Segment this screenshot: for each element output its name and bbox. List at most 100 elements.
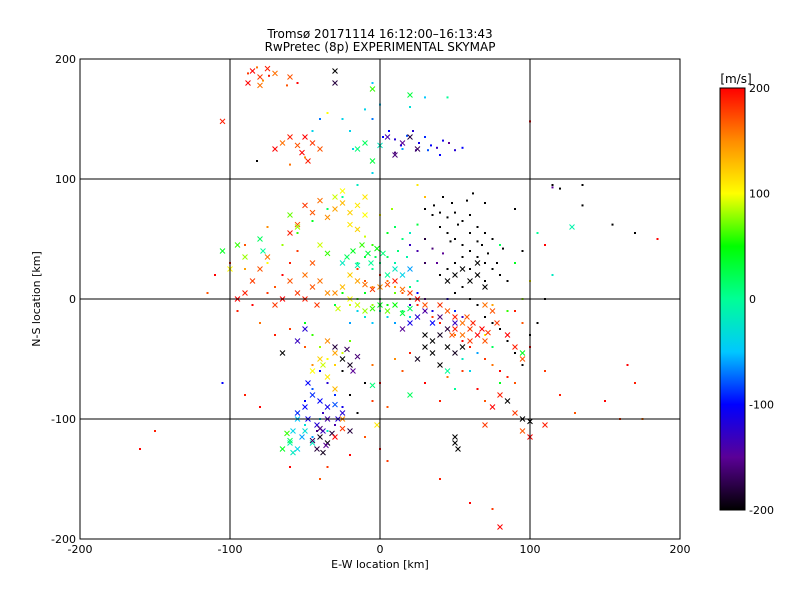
data-point-x <box>290 449 296 456</box>
data-point-dot <box>469 250 471 252</box>
data-point-dot <box>382 136 384 138</box>
data-point-dot <box>454 292 456 294</box>
data-point-x <box>314 446 320 452</box>
data-point-dot <box>394 226 396 228</box>
data-point-x <box>437 314 443 320</box>
plot-grid <box>80 59 680 539</box>
data-point-x <box>302 202 308 209</box>
data-point-dot <box>371 322 374 324</box>
data-point-x <box>317 278 323 284</box>
y-tick-label: 0 <box>69 293 76 306</box>
data-point-x <box>399 326 406 332</box>
data-point-dot <box>484 202 486 204</box>
data-point-dot <box>394 286 396 288</box>
data-point-dot <box>574 412 576 414</box>
data-point-dot <box>374 256 377 258</box>
data-point-dot <box>499 370 501 372</box>
data-point-dot <box>454 238 456 240</box>
data-point-dot <box>274 286 276 288</box>
data-point-x <box>309 368 316 374</box>
data-point-x <box>287 212 293 218</box>
colorbar <box>719 87 746 511</box>
data-point-x <box>332 401 338 408</box>
data-point-x <box>317 146 323 152</box>
data-point-dot <box>424 262 426 264</box>
data-point-dot <box>409 352 411 354</box>
data-point-dot <box>446 232 449 234</box>
data-point-dot <box>418 142 420 144</box>
data-point-dot <box>469 502 471 504</box>
data-point-x <box>459 344 466 350</box>
data-point-dot <box>469 346 471 348</box>
data-point-dot <box>514 262 516 264</box>
data-point-x <box>542 422 548 428</box>
data-point-dot <box>559 394 561 396</box>
data-point-x <box>324 250 331 257</box>
x-tick-label: 0 <box>377 543 384 556</box>
data-point-dot <box>319 478 321 480</box>
data-point-dot <box>244 244 246 246</box>
data-point-x <box>467 338 473 344</box>
data-point-dot <box>454 310 456 312</box>
data-point-x <box>249 278 256 284</box>
data-point-dot <box>487 252 489 255</box>
data-point-x <box>362 140 368 146</box>
data-point-x <box>347 428 353 434</box>
data-point-x <box>399 140 406 146</box>
data-point-x <box>474 260 481 266</box>
data-point-dot <box>341 118 344 120</box>
data-point-dot <box>394 262 396 264</box>
data-point-x <box>294 221 301 228</box>
data-point-dot <box>401 238 404 240</box>
y-axis-ticks: -200 -100 0 100 200 <box>51 53 76 546</box>
data-point-x <box>392 266 398 272</box>
data-point-x <box>324 404 331 410</box>
data-point-x <box>467 278 473 284</box>
data-point-x <box>339 356 346 362</box>
scatter-markers <box>139 65 659 530</box>
data-point-dot <box>461 244 464 246</box>
data-point-dot <box>296 82 299 84</box>
data-point-x <box>287 278 293 284</box>
data-point-dot <box>356 412 359 414</box>
data-point-x <box>452 314 458 320</box>
data-point-dot <box>281 244 284 246</box>
data-point-dot <box>481 244 483 246</box>
data-point-dot <box>604 400 606 402</box>
x-axis-label: E-W location [km] <box>331 558 429 571</box>
data-point-dot <box>341 196 344 198</box>
data-point-x <box>332 350 338 356</box>
data-point-x <box>245 80 251 86</box>
data-point-x <box>407 392 413 398</box>
data-point-dot <box>454 388 456 390</box>
data-point-x <box>369 158 376 164</box>
data-point-x <box>519 350 526 356</box>
data-point-x <box>347 209 353 216</box>
data-point-x <box>317 356 323 362</box>
data-point-x <box>219 118 226 125</box>
data-point-dot <box>469 370 471 372</box>
data-point-dot <box>386 232 389 234</box>
data-point-dot <box>311 364 314 366</box>
data-point-dot <box>412 130 414 132</box>
data-point-x <box>452 272 458 278</box>
x-tick-label: 100 <box>520 543 541 556</box>
chart-subtitle: RwPretec (8p) EXPERIMENTAL SKYMAP <box>265 40 496 54</box>
data-point-dot <box>439 226 441 228</box>
data-point-dot <box>386 406 389 408</box>
data-point-dot <box>457 223 459 226</box>
data-point-dot <box>448 142 450 144</box>
data-point-dot <box>424 136 426 138</box>
data-point-x <box>519 428 526 434</box>
data-point-x <box>279 350 286 356</box>
data-point-x <box>569 224 575 230</box>
data-point-dot <box>442 139 444 142</box>
data-point-dot <box>341 292 344 294</box>
data-point-dot <box>449 240 452 243</box>
data-point-x <box>368 260 374 266</box>
data-point-dot <box>341 370 344 372</box>
data-point-dot <box>406 256 408 258</box>
data-point-dot <box>424 382 426 384</box>
data-point-dot <box>469 268 471 270</box>
data-point-dot <box>491 346 494 348</box>
